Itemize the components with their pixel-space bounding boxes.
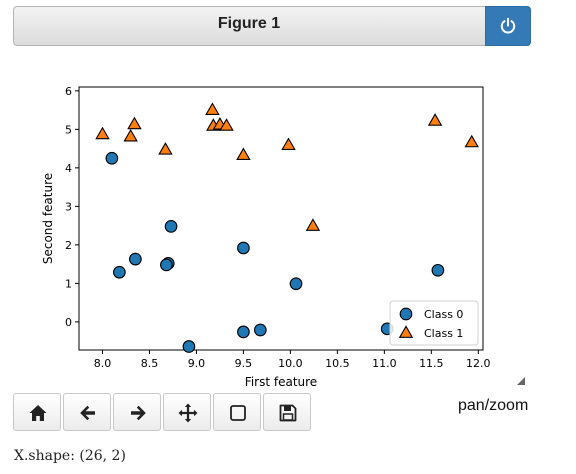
class-0-point bbox=[129, 252, 142, 266]
y-tick-label: 6 bbox=[65, 85, 72, 98]
class-1-point bbox=[205, 102, 220, 115]
class-1-point bbox=[427, 113, 443, 126]
legend-label: Class 0 bbox=[424, 308, 463, 321]
y-tick-label: 5 bbox=[65, 123, 72, 136]
x-tick-label: 8.5 bbox=[141, 357, 159, 370]
class-0-point bbox=[253, 323, 267, 337]
back-arrow-icon bbox=[80, 405, 95, 421]
x-axis-label: First feature bbox=[245, 375, 317, 389]
class-0-point bbox=[182, 340, 196, 353]
class-0-point bbox=[105, 151, 119, 165]
figure-header: Figure 1 bbox=[13, 6, 531, 46]
y-tick-label: 2 bbox=[65, 239, 72, 252]
pan-move-icon bbox=[178, 403, 198, 423]
home-icon bbox=[29, 405, 47, 421]
class-0-point bbox=[431, 263, 445, 277]
class-1-point bbox=[127, 116, 142, 130]
class-1-point bbox=[95, 126, 110, 140]
zoom-rect-icon bbox=[230, 405, 246, 421]
close-figure-button[interactable] bbox=[485, 6, 531, 46]
x-tick-label: 9.0 bbox=[188, 357, 206, 370]
x-tick-label: 10.5 bbox=[325, 357, 350, 370]
class-1-point bbox=[464, 134, 479, 148]
figure-title: Figure 1 bbox=[217, 15, 281, 32]
legend-class-0-marker bbox=[399, 307, 413, 321]
legend-class-1-marker bbox=[398, 325, 414, 338]
x-tick-label: 9.5 bbox=[235, 357, 253, 370]
x-tick-label: 8.0 bbox=[94, 357, 112, 370]
resize-grip-icon[interactable] bbox=[515, 375, 527, 387]
forward-button[interactable] bbox=[113, 393, 161, 431]
class-1-point bbox=[305, 218, 321, 231]
forward-arrow-icon bbox=[131, 405, 146, 421]
x-tick-label: 10.0 bbox=[278, 357, 303, 370]
power-icon bbox=[500, 17, 516, 34]
zoom-to-rect-button[interactable] bbox=[213, 393, 261, 431]
x-tick-label: 12.0 bbox=[466, 357, 491, 370]
y-axis-label: Second feature bbox=[41, 173, 55, 264]
class-0-point bbox=[164, 220, 178, 233]
x-tick-label: 11.0 bbox=[372, 357, 397, 370]
class-1-point bbox=[158, 142, 173, 155]
x-tick-label: 11.5 bbox=[419, 357, 444, 370]
y-tick-label: 1 bbox=[65, 277, 72, 290]
scatter-plot[interactable]: 8.0 8.5 9.0 9.5 10.0 10.5 11.0 11.5 12.0 0 1 2 3 4 5 6 F… bbox=[0, 0, 576, 390]
home-button[interactable] bbox=[13, 393, 61, 431]
class-0-point bbox=[160, 258, 173, 272]
y-tick-label: 4 bbox=[65, 162, 72, 175]
y-tick-label: 3 bbox=[65, 200, 72, 213]
y-tick-label: 0 bbox=[65, 316, 72, 329]
legend-label: Class 1 bbox=[424, 327, 463, 340]
class-1-point bbox=[219, 118, 234, 131]
pan-button[interactable] bbox=[163, 393, 211, 431]
save-icon bbox=[279, 404, 297, 422]
class-0-point bbox=[237, 325, 250, 339]
class-0-point bbox=[113, 265, 126, 279]
class-1-point bbox=[236, 147, 251, 160]
class-1-point bbox=[123, 128, 138, 142]
cell-output-text: X.shape: (26, 2) bbox=[14, 448, 126, 464]
toolbar-mode-label: pan/zoom bbox=[458, 397, 529, 414]
save-button[interactable] bbox=[263, 393, 311, 431]
class-0-point bbox=[237, 241, 250, 255]
class-0-point bbox=[289, 277, 303, 291]
back-button[interactable] bbox=[63, 393, 111, 431]
class-1-point bbox=[281, 137, 296, 150]
